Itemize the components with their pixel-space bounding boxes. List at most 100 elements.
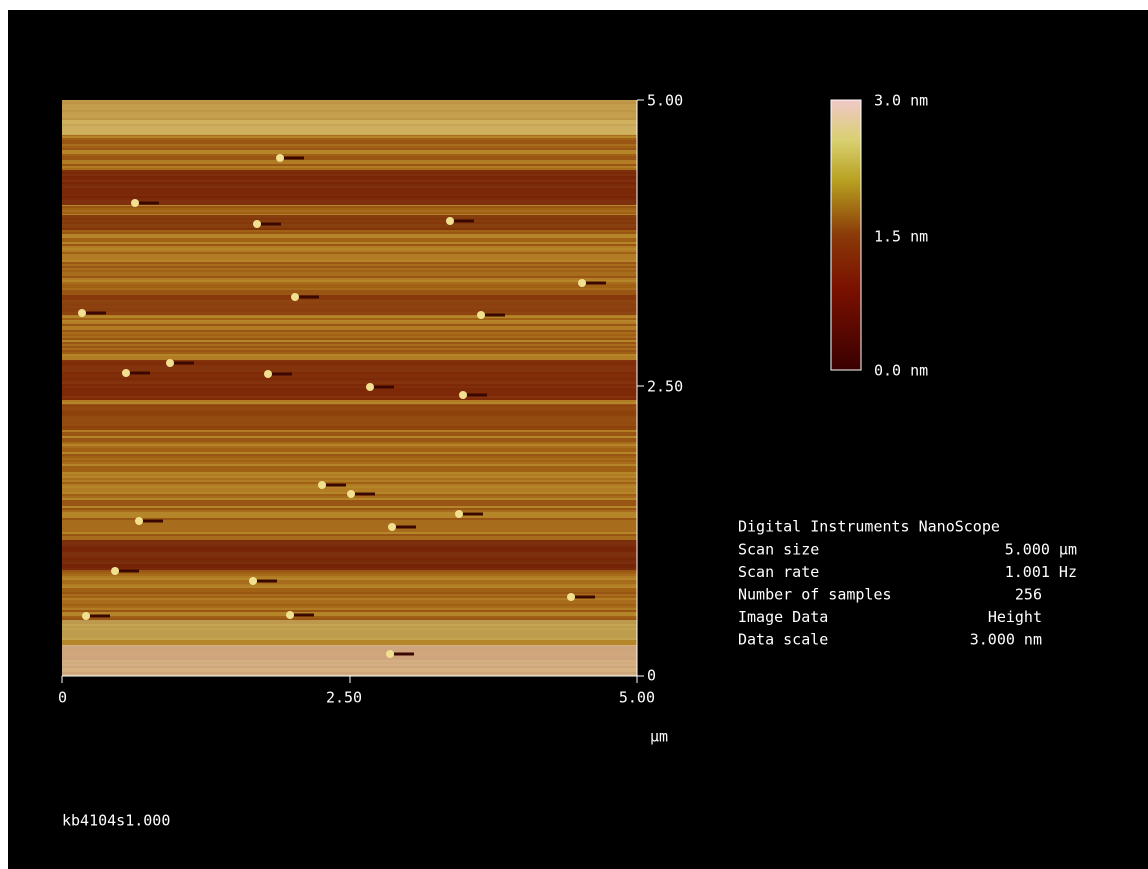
texture-line [62, 254, 637, 256]
texture-line [62, 600, 637, 602]
texture-line [62, 244, 637, 246]
texture-line [62, 480, 637, 482]
texture-line [62, 292, 637, 294]
texture-line [62, 484, 637, 486]
particle [455, 510, 463, 518]
texture-line [62, 260, 637, 262]
texture-band [62, 540, 637, 570]
texture-line [62, 156, 637, 158]
texture-line [62, 506, 637, 508]
texture-line [62, 288, 637, 290]
texture-line [62, 508, 637, 510]
texture-line [62, 532, 637, 534]
streak [394, 653, 414, 656]
texture-line [62, 154, 637, 156]
texture-line [62, 538, 637, 540]
particle [567, 593, 575, 601]
texture-line [62, 448, 637, 450]
texture-line [62, 582, 637, 584]
texture-line [62, 526, 637, 528]
streak [272, 373, 292, 376]
info-value: Height [988, 608, 1042, 626]
texture-line [62, 576, 637, 578]
streak [90, 615, 110, 618]
texture-line [62, 248, 637, 250]
texture-line [62, 466, 637, 468]
texture-line [62, 270, 637, 272]
texture-line [62, 596, 637, 598]
texture-line [62, 528, 637, 530]
texture-line [62, 250, 637, 252]
particle [276, 154, 284, 162]
texture-line [62, 262, 637, 264]
texture-line [62, 234, 637, 236]
texture-line [62, 430, 637, 432]
particle [166, 359, 174, 367]
texture-band [62, 645, 637, 676]
info-value: 1.001 Hz [1005, 563, 1077, 581]
texture-line [62, 498, 637, 500]
texture-line [62, 438, 637, 440]
streak [261, 223, 281, 226]
texture-line [62, 456, 637, 458]
texture-line [62, 348, 637, 350]
texture-line [62, 338, 637, 340]
x-tick-label: 2.50 [326, 689, 362, 707]
texture-line [62, 468, 637, 470]
texture-line [62, 230, 637, 232]
y-tick-label: 0 [647, 667, 656, 685]
texture-line [62, 342, 637, 344]
texture-line [62, 160, 637, 162]
texture-line [62, 240, 637, 242]
texture-line [62, 278, 637, 280]
x-tick-label: 0 [58, 689, 67, 707]
texture-line [62, 402, 637, 404]
texture-line [62, 432, 637, 434]
texture-line [62, 470, 637, 472]
texture-line [62, 462, 637, 464]
texture-line [62, 570, 637, 572]
texture-line [62, 588, 637, 590]
texture-line [62, 136, 637, 138]
texture-line [62, 158, 637, 160]
texture-line [62, 290, 637, 292]
color-bar [831, 100, 861, 370]
x-unit: µm [650, 728, 668, 746]
texture-line [62, 640, 637, 642]
texture-line [62, 340, 637, 342]
texture-line [62, 236, 637, 238]
particle [318, 481, 326, 489]
texture-line [62, 642, 637, 644]
texture-line [62, 252, 637, 254]
texture-line [62, 608, 637, 610]
particle [122, 369, 130, 377]
texture-line [62, 346, 637, 348]
particle [253, 220, 261, 228]
texture-band [62, 120, 637, 135]
screen: 5.00 2.50 0 0 2.50 5.00 µm 3.0 nm 1.5 nm… [0, 0, 1148, 869]
texture-line [62, 474, 637, 476]
texture-line [62, 610, 637, 612]
texture-line [62, 256, 637, 258]
texture-band [62, 100, 637, 120]
texture-band [62, 405, 637, 430]
texture-line [62, 212, 637, 214]
texture-line [62, 264, 637, 266]
color-label: 3.0 nm [874, 92, 928, 110]
texture-line [62, 164, 637, 166]
texture-line [62, 590, 637, 592]
texture-line [62, 594, 637, 596]
info-key: Data scale [738, 631, 828, 649]
texture-band [62, 360, 637, 400]
texture-line [62, 318, 637, 320]
texture-line [62, 328, 637, 330]
texture-line [62, 512, 637, 514]
texture-line [62, 578, 637, 580]
particle [388, 523, 396, 531]
color-label: 1.5 nm [874, 228, 928, 246]
info-value: 5.000 µm [1005, 541, 1077, 559]
texture-line [62, 326, 637, 328]
texture-line [62, 616, 637, 618]
texture-line [62, 140, 637, 142]
particle [347, 490, 355, 498]
